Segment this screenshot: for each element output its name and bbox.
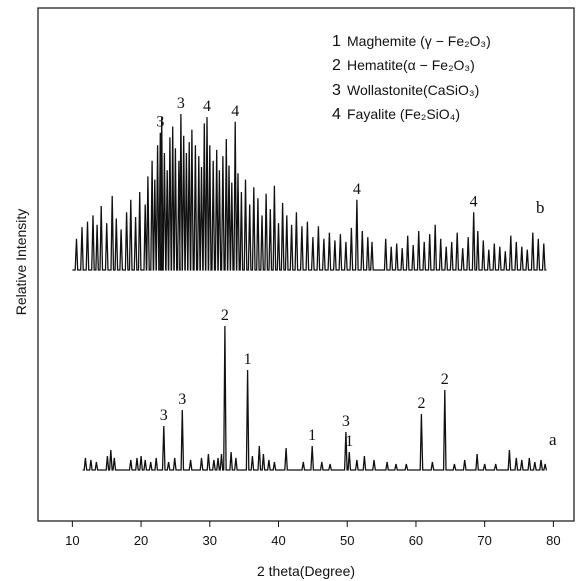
peak-label-b-1: 3 bbox=[177, 95, 185, 112]
trace-a bbox=[82, 325, 548, 471]
peak-label-a-5: 3 bbox=[342, 413, 350, 430]
x-tick-label-60: 60 bbox=[409, 533, 423, 548]
peak-label-a-4: 1 bbox=[308, 427, 316, 444]
peak-label-a-8: 2 bbox=[441, 371, 449, 388]
legend-num-1: 1 bbox=[332, 33, 341, 50]
peak-label-a-7: 2 bbox=[417, 395, 425, 412]
peak-label-a-2: 2 bbox=[221, 307, 229, 324]
peak-label-b-3: 4 bbox=[231, 103, 239, 120]
legend-text-2: Hematite(α − Fe₂O₃) bbox=[347, 57, 475, 73]
legend-text-1: Maghemite (γ − Fe₂O₃) bbox=[347, 33, 491, 49]
x-axis-title: 2 theta(Degree) bbox=[257, 563, 355, 579]
series-label-b: b bbox=[536, 198, 545, 217]
legend-num-4: 4 bbox=[332, 106, 341, 123]
x-tick-label-20: 20 bbox=[134, 533, 148, 548]
legend-text-3: Wollastonite(CaSiO₃) bbox=[347, 82, 479, 98]
x-tick-label-80: 80 bbox=[546, 533, 560, 548]
x-tick-label-50: 50 bbox=[340, 533, 354, 548]
diffraction-traces bbox=[72, 113, 548, 471]
x-tick-label-30: 30 bbox=[203, 533, 217, 548]
x-tick-label-70: 70 bbox=[477, 533, 491, 548]
y-axis-title: Relative Intensity bbox=[13, 209, 29, 316]
peak-label-b-2: 4 bbox=[203, 98, 211, 115]
x-tick-label-40: 40 bbox=[271, 533, 285, 548]
peak-label-b-5: 4 bbox=[470, 193, 478, 210]
peak-label-a-3: 1 bbox=[244, 351, 252, 368]
peak-label-a-1: 3 bbox=[178, 391, 186, 408]
x-tick-label-10: 10 bbox=[65, 533, 79, 548]
peak-label-a-0: 3 bbox=[160, 407, 168, 424]
x-axis-ticks: 10 20 30 40 50 60 70 80 bbox=[65, 521, 561, 548]
legend-text-4: Fayalite (Fe₂SiO₄) bbox=[347, 106, 460, 122]
legend: 1 Maghemite (γ − Fe₂O₃) 2 Hematite(α − F… bbox=[332, 33, 491, 123]
trace-b bbox=[72, 113, 547, 271]
peak-label-b-0: 3 bbox=[156, 114, 164, 131]
legend-num-2: 2 bbox=[332, 57, 341, 74]
legend-num-3: 3 bbox=[332, 82, 341, 99]
peak-label-a-6: 1 bbox=[345, 433, 353, 450]
series-label-a: a bbox=[549, 430, 557, 449]
peak-label-b-4: 4 bbox=[353, 181, 361, 198]
